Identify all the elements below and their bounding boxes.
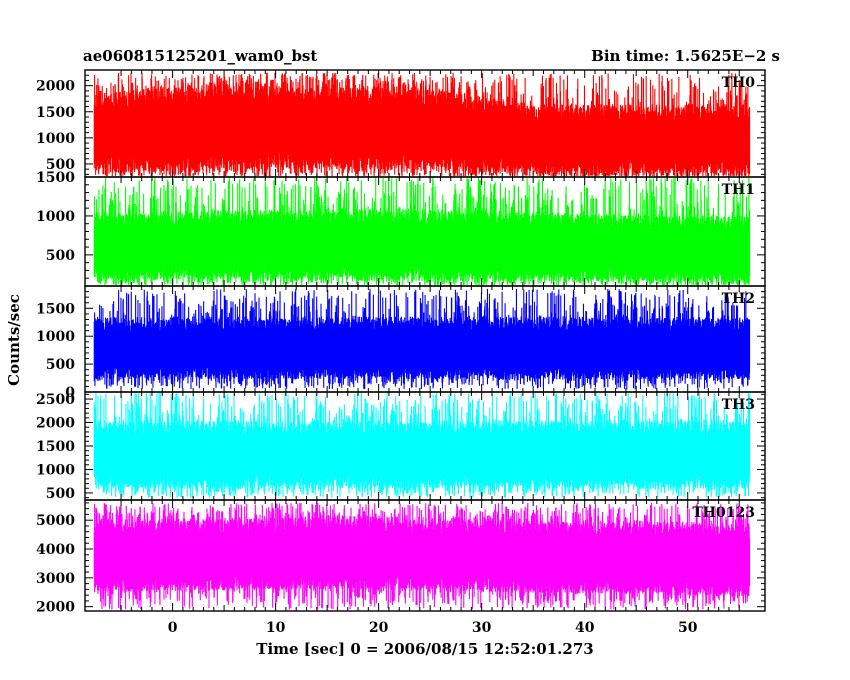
y-axis-label: Counts/sec	[5, 294, 23, 386]
panel-th0123: 2000 3000 4000 5000 TH0123	[36, 499, 766, 616]
y-tick-label: 500	[46, 357, 75, 373]
x-tick-label: 30	[472, 620, 492, 636]
x-axis-label: Time [sec] 0 = 2006/08/15 12:52:01.273	[256, 640, 593, 658]
y-tick-label: 3000	[36, 571, 75, 587]
y-tick-label: 2000	[36, 600, 75, 616]
series-th0	[93, 72, 751, 176]
y-tick-label: 1000	[36, 329, 75, 345]
y-tick-label: 4000	[36, 542, 75, 558]
y-tick-label: 1500	[36, 439, 75, 455]
y-tick-label: 1000	[36, 209, 75, 225]
chart-title-right: Bin time: 1.5625E−2 s	[591, 47, 780, 65]
y-tick-label: 2000	[36, 79, 75, 95]
series-th2	[93, 288, 751, 390]
panel-th3: 500 1000 1500 2000 2500 TH3	[36, 391, 766, 502]
y-tick-label: 0	[65, 385, 75, 401]
panel-label: TH3	[722, 397, 755, 413]
panel-th1: 500 1000 1500 TH1	[36, 170, 766, 287]
chart-title-left: ae060815125201_wam0_bst	[83, 47, 317, 65]
y-tick-label: 1000	[36, 462, 75, 478]
y-tick-label: 1500	[36, 301, 75, 317]
series-th1	[93, 178, 751, 285]
series-th3	[93, 393, 751, 498]
y-tick-label: 500	[46, 248, 75, 264]
x-tick-label: 40	[575, 620, 595, 636]
panel-th2: 0 500 1000 1500 TH2	[36, 285, 766, 401]
x-tick-label: 50	[678, 620, 698, 636]
x-tick-label: 10	[266, 620, 286, 636]
y-tick-label: 1000	[36, 131, 75, 147]
x-tick-label: 20	[369, 620, 389, 636]
y-tick-label: 1500	[36, 170, 75, 186]
series-th0123	[93, 502, 751, 610]
panel-label: TH0	[722, 75, 756, 91]
y-tick-label: 1500	[36, 105, 75, 121]
panel-label: TH2	[722, 291, 755, 307]
y-tick-label: 5000	[36, 513, 75, 529]
y-tick-label: 500	[46, 157, 75, 173]
y-tick-label: 500	[46, 486, 75, 502]
panel-frame	[84, 499, 766, 612]
y-tick-label: 2500	[36, 392, 75, 408]
panel-label: TH1	[722, 182, 755, 198]
y-tick-label: 2000	[36, 416, 75, 432]
x-tick-label: 0	[168, 620, 178, 636]
panel-label: TH0123	[692, 505, 755, 521]
panel-th0: 500 1000 1500 2000 TH0	[36, 69, 766, 178]
